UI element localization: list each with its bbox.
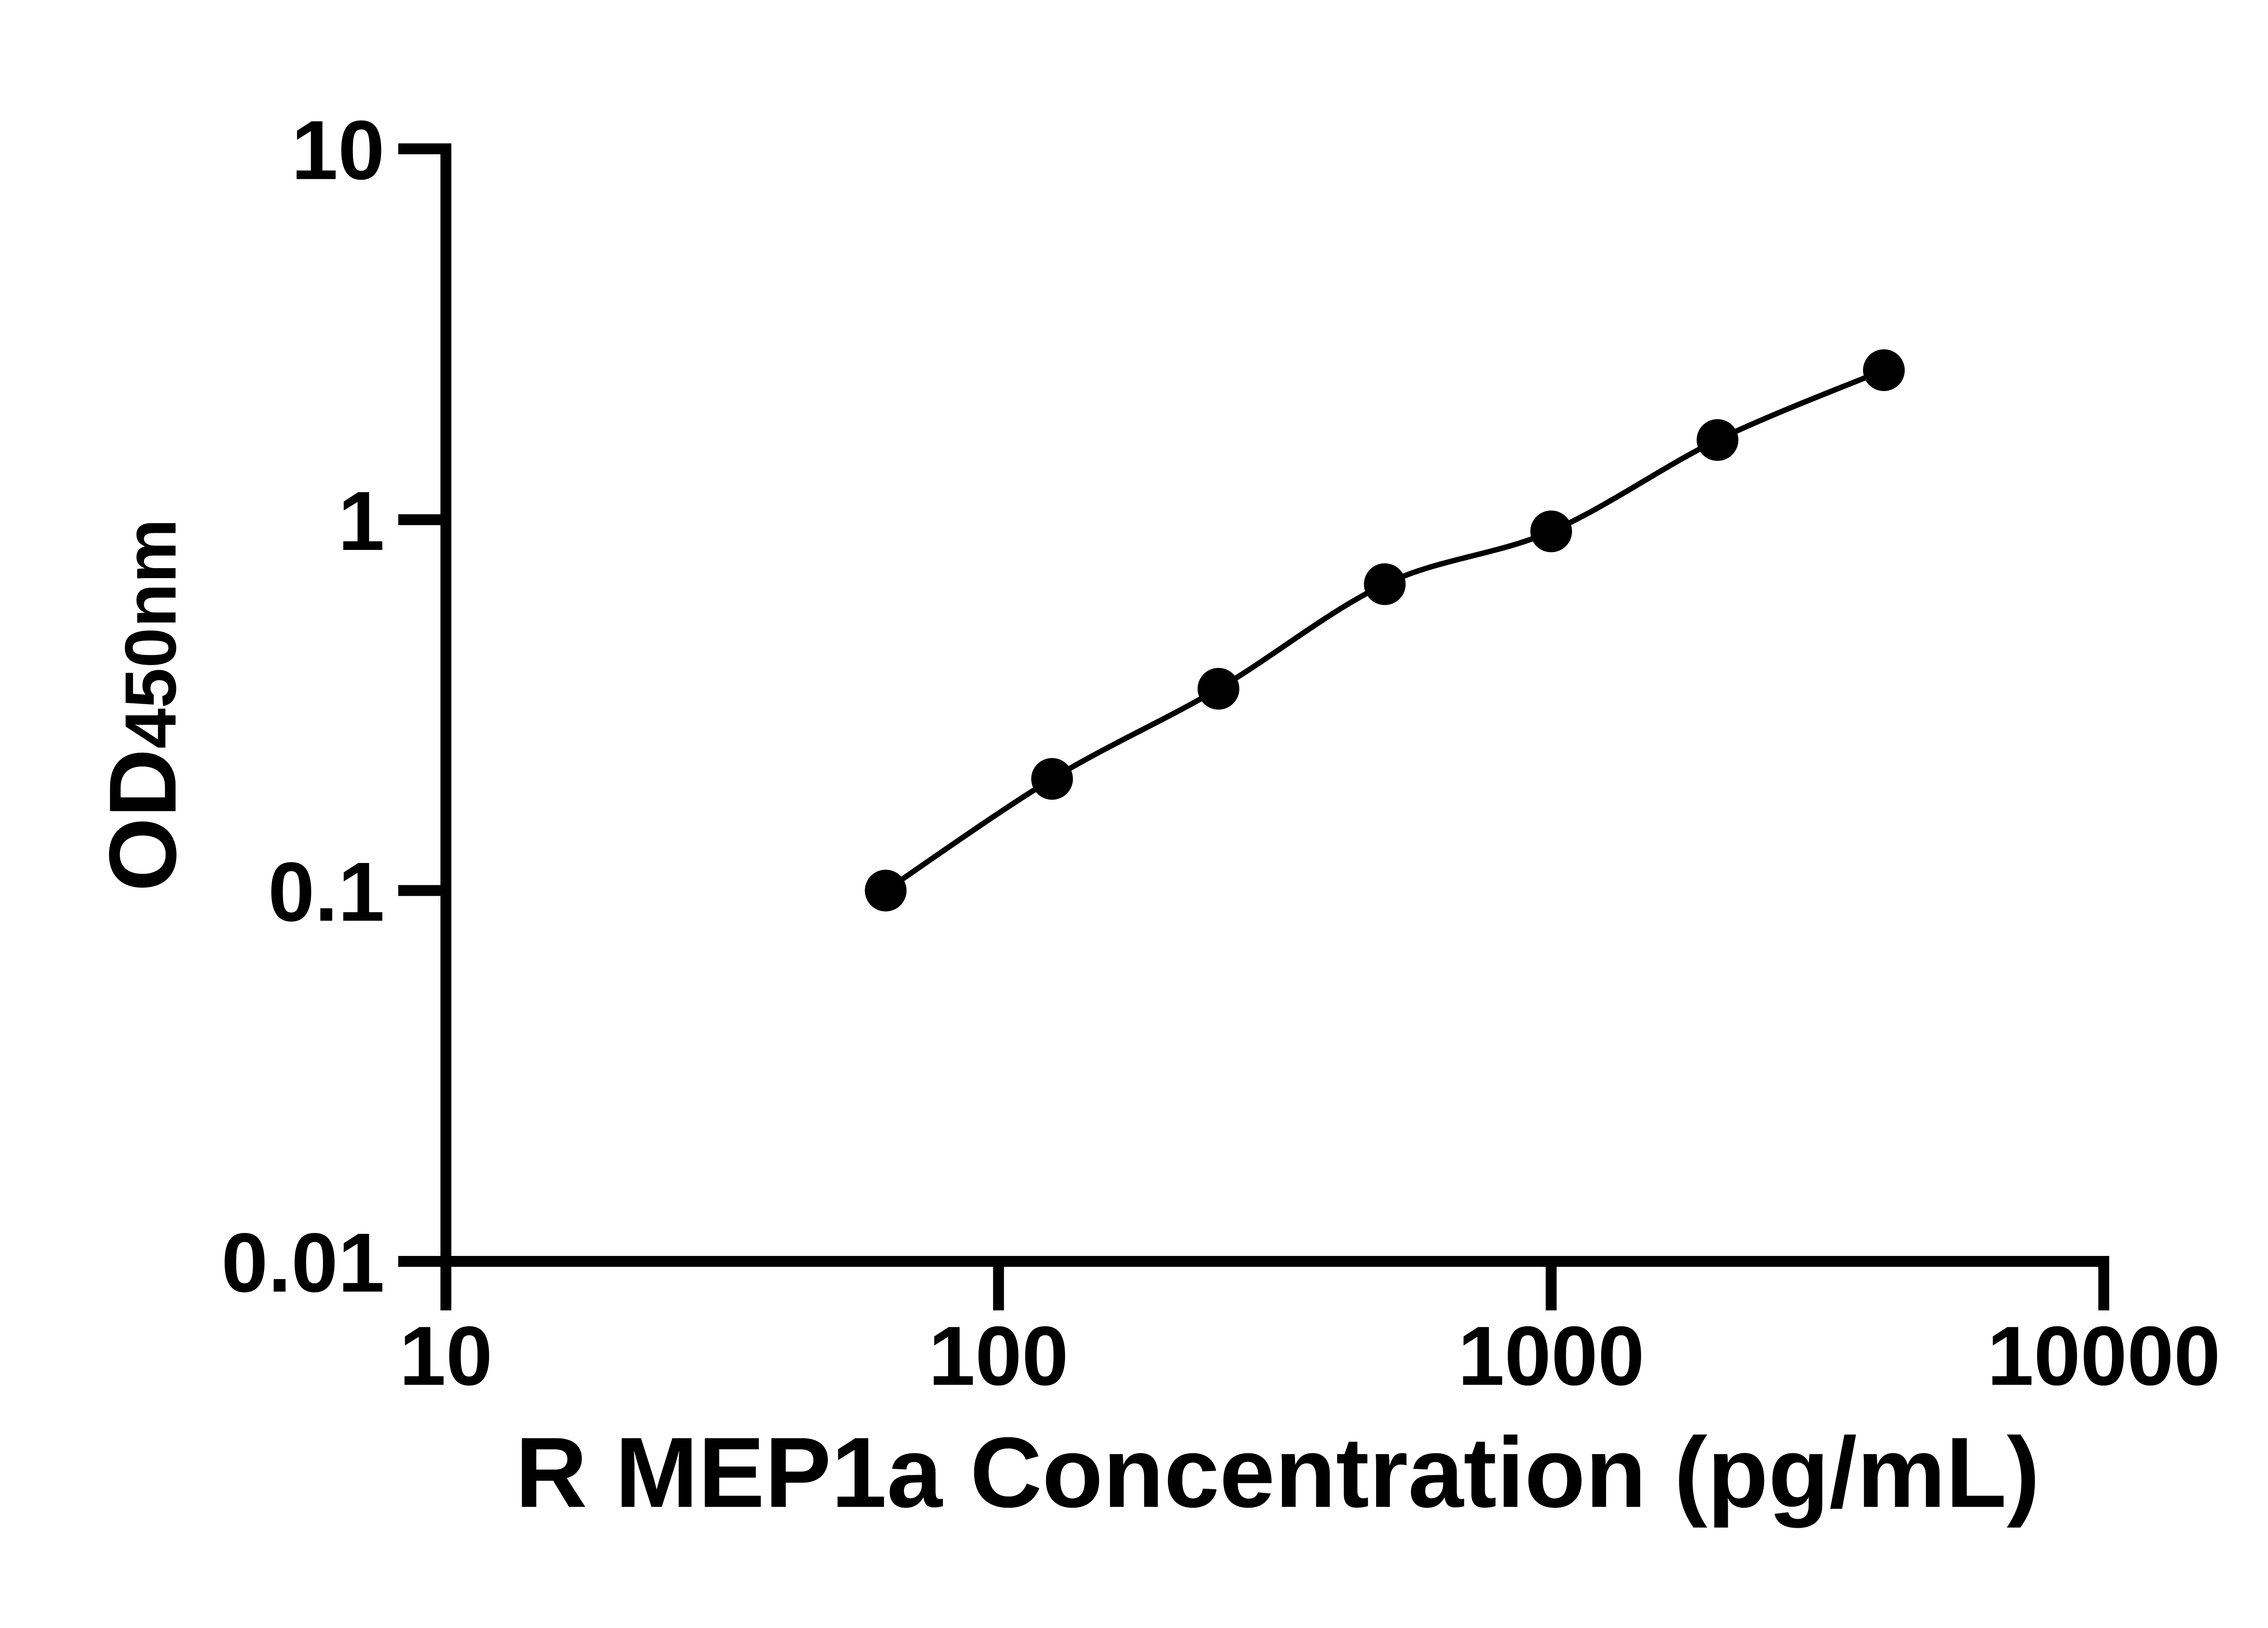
data-points xyxy=(865,349,1905,912)
data-point-2000pgml xyxy=(1696,419,1739,461)
axes xyxy=(440,143,2109,1267)
y-axis-tick-labels: 10 1 0.1 0.01 xyxy=(221,104,385,1310)
data-point-250pgml xyxy=(1198,668,1240,710)
x-tick-label-10: 10 xyxy=(399,1309,493,1403)
y-tick-label-10: 10 xyxy=(291,104,385,197)
x-tick-label-10000: 10000 xyxy=(1987,1309,2220,1403)
data-point-500pgml xyxy=(1364,563,1406,605)
x-axis-title: R MEP1a Concentration (pg/mL) xyxy=(515,1417,2040,1528)
x-axis-tick-labels: 10 100 1000 10000 xyxy=(399,1309,2220,1403)
y-axis-title-sub: 450nm xyxy=(110,519,191,749)
x-axis-ticks xyxy=(440,1261,2109,1310)
y-axis-ticks xyxy=(398,143,446,1267)
x-tick-label-100: 100 xyxy=(929,1309,1069,1403)
data-point-125pgml xyxy=(1031,758,1073,800)
y-tick-label-0.01: 0.01 xyxy=(221,1216,385,1310)
data-point-1000pgml xyxy=(1530,510,1572,553)
data-point-4000pgml xyxy=(1863,349,1905,391)
y-axis-title: OD450nm xyxy=(84,478,202,932)
y-tick-label-1: 1 xyxy=(338,475,385,568)
data-point-62.5pgml xyxy=(865,869,907,912)
y-axis-title-main: OD xyxy=(89,748,196,892)
x-tick-label-1000: 1000 xyxy=(1458,1309,1645,1403)
y-tick-label-0.1: 0.1 xyxy=(268,845,385,939)
